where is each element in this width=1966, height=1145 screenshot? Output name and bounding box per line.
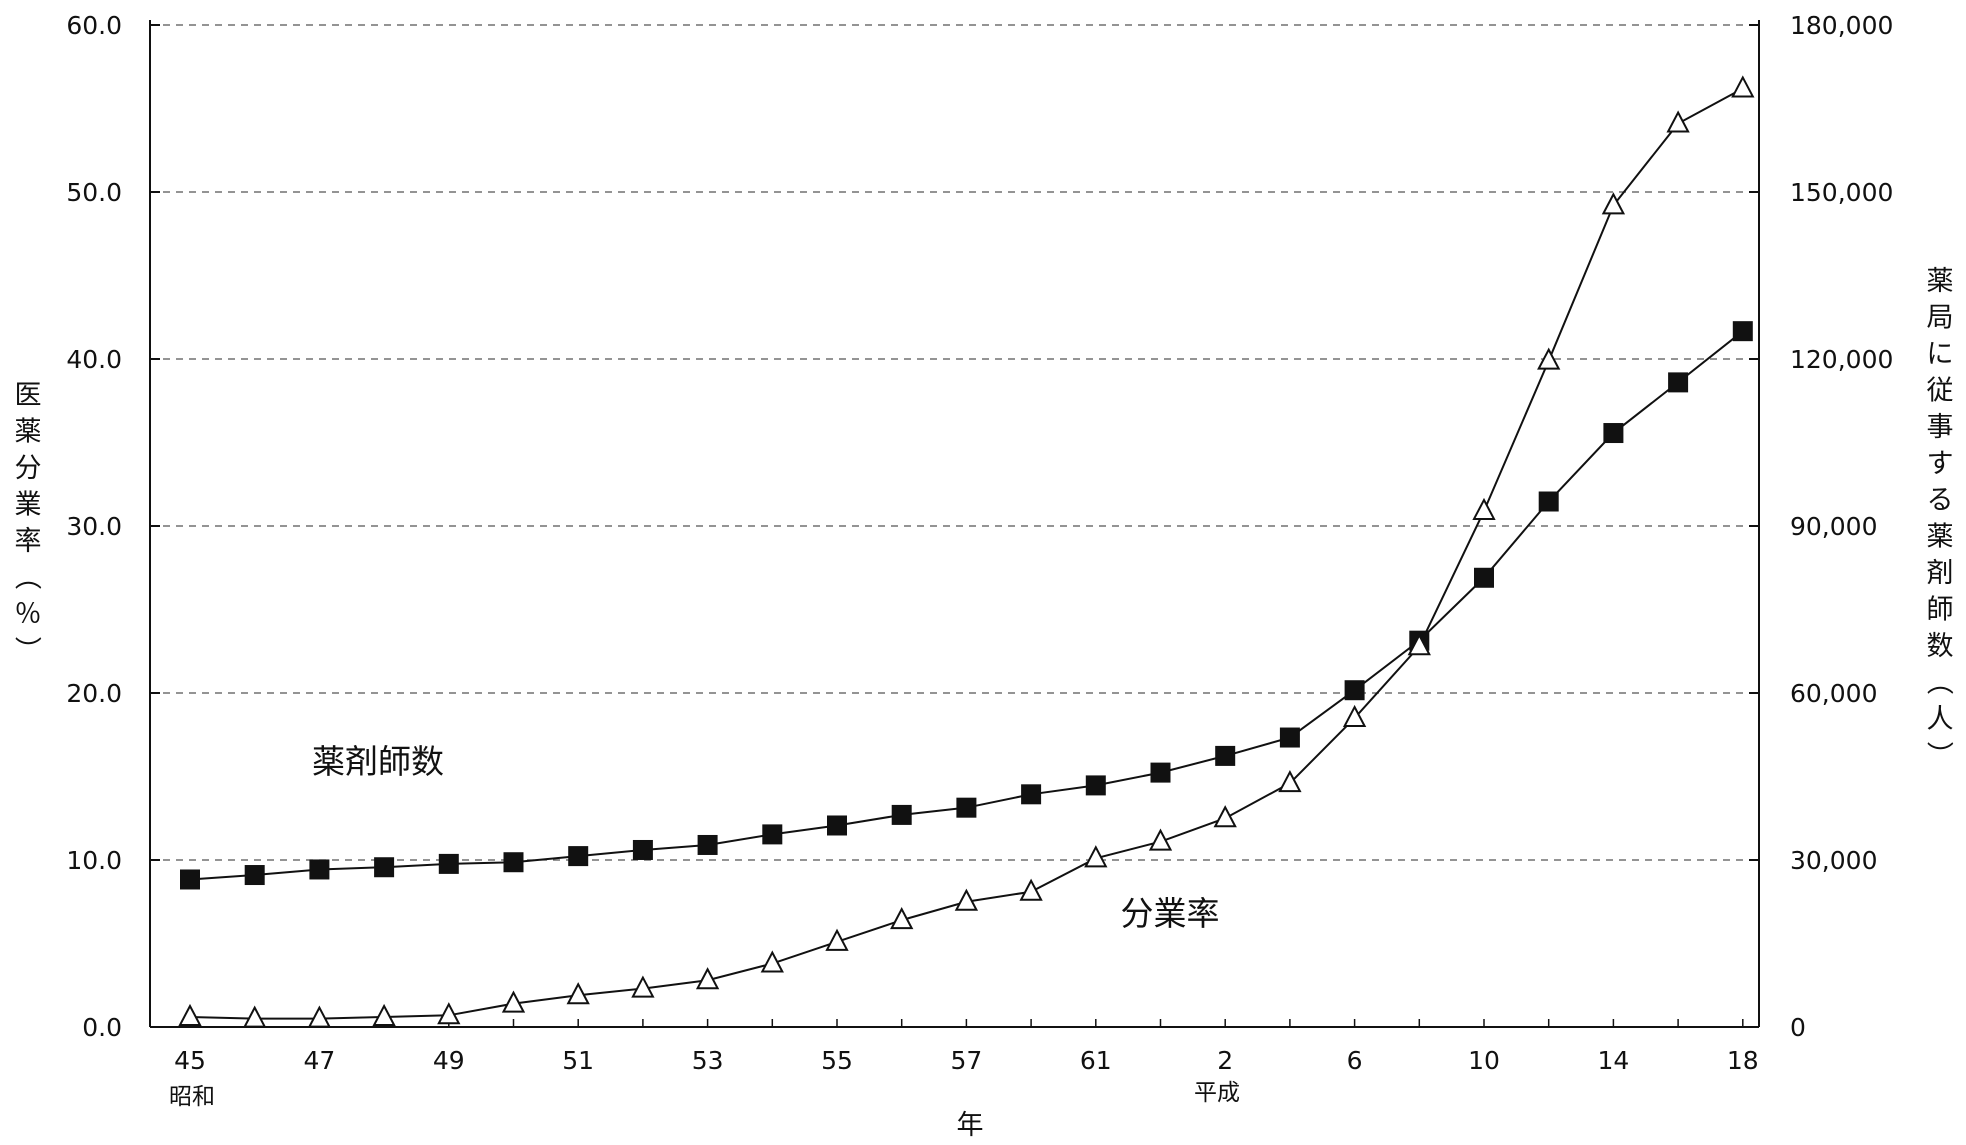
right-axis-title-char: 局	[1927, 303, 1954, 334]
square-marker	[1539, 492, 1559, 512]
left-axis-title-char: 分	[15, 453, 42, 484]
x-tick-label: 57	[950, 1046, 982, 1075]
x-tick-label: 53	[692, 1046, 724, 1075]
right-axis-title-char: 師	[1927, 595, 1954, 626]
square-marker	[245, 865, 265, 885]
right-tick-label: 90,000	[1790, 512, 1877, 541]
left-tick-label: 0.0	[82, 1013, 122, 1042]
square-marker	[1021, 784, 1041, 804]
square-marker	[892, 805, 912, 825]
x-tick-label: 61	[1080, 1046, 1112, 1075]
x-tick-label: 49	[433, 1046, 465, 1075]
axes-layer: 0.0 10.0 20.0 30.0 40.0 50.0 60.0 0 30,000 60,000…	[66, 11, 1893, 1075]
square-marker	[1086, 775, 1106, 795]
left-tick-label: 30.0	[66, 512, 122, 541]
right-tick-label: 180,000	[1790, 11, 1893, 40]
left-axis-title-char: 薬	[15, 417, 42, 448]
x-tick-label: 6	[1347, 1046, 1363, 1075]
series-layer	[180, 77, 1753, 1026]
x-tick-label: 55	[821, 1046, 853, 1075]
triangle-marker	[1474, 500, 1494, 519]
era-label-showa: 昭和	[169, 1084, 215, 1110]
left-axis-title-char: ％	[15, 599, 42, 630]
right-axis-title-char: す	[1927, 449, 1954, 480]
right-tick-label: 150,000	[1790, 178, 1893, 207]
square-marker	[439, 854, 459, 874]
right-tick-label: 30,000	[1790, 846, 1877, 875]
right-axis-title-char: 剤	[1927, 558, 1954, 589]
right-axis-title-char: 従	[1927, 376, 1954, 407]
right-axis-title-char: に	[1927, 339, 1954, 370]
square-marker	[1603, 423, 1623, 443]
square-marker	[1668, 372, 1688, 392]
square-marker	[180, 869, 200, 889]
x-tick-label: 47	[303, 1046, 335, 1075]
right-axis-title-char: （	[1923, 668, 1954, 695]
left-axis-title-char: ）	[11, 636, 42, 663]
square-marker	[568, 846, 588, 866]
square-marker	[827, 815, 847, 835]
left-tick-label: 60.0	[66, 11, 122, 40]
series-line	[190, 331, 1743, 879]
grid-layer	[150, 25, 1759, 860]
series-line	[190, 88, 1743, 1018]
triangle-marker	[1021, 881, 1041, 900]
right-axis-title-char: る	[1927, 485, 1954, 516]
left-tick-label: 10.0	[66, 846, 122, 875]
right-axis-title-char: 人	[1927, 704, 1954, 735]
left-axis-title-char: 業	[15, 490, 42, 521]
square-marker	[698, 835, 718, 855]
right-axis-title-char: 事	[1927, 412, 1954, 443]
right-axis-title-char: ）	[1923, 741, 1954, 768]
right-tick-label: 120,000	[1790, 345, 1893, 374]
x-axis-title: 年	[957, 1110, 984, 1141]
left-tick-label: 20.0	[66, 679, 122, 708]
triangle-marker	[180, 1006, 200, 1025]
right-axis-title-char: 薬	[1927, 522, 1954, 553]
left-tick-label: 40.0	[66, 345, 122, 374]
series-0	[180, 321, 1753, 889]
square-marker	[374, 857, 394, 877]
square-marker	[1280, 728, 1300, 748]
x-tick-label: 2	[1217, 1046, 1233, 1075]
left-axis-title-char: （	[11, 563, 42, 590]
square-marker	[309, 859, 329, 879]
left-tick-label: 50.0	[66, 178, 122, 207]
left-axis-title-char: 医	[15, 380, 42, 411]
square-marker	[633, 840, 653, 860]
square-marker	[1215, 746, 1235, 766]
triangle-marker	[1215, 807, 1235, 826]
right-tick-label: 60,000	[1790, 679, 1877, 708]
era-label-heisei: 平成	[1194, 1080, 1240, 1106]
right-tick-label: 0	[1790, 1013, 1806, 1042]
square-marker	[1474, 568, 1494, 588]
triangle-marker	[1668, 113, 1688, 132]
triangle-marker	[309, 1008, 329, 1027]
x-tick-label: 51	[562, 1046, 594, 1075]
square-marker	[956, 798, 976, 818]
series-label-separation-rate: 分業率	[1121, 894, 1220, 933]
right-axis-title-char: 薬	[1927, 266, 1954, 297]
right-axis-title-char: 数	[1927, 631, 1954, 662]
x-tick-label: 14	[1597, 1046, 1629, 1075]
triangle-marker	[1733, 77, 1753, 96]
x-tick-label: 45	[174, 1046, 206, 1075]
series-label-pharmacists: 薬剤師数	[312, 742, 444, 781]
series-1	[180, 77, 1753, 1026]
square-marker	[1733, 321, 1753, 341]
x-tick-label: 18	[1727, 1046, 1759, 1075]
square-marker	[1345, 680, 1365, 700]
left-axis-title-char: 率	[15, 526, 42, 557]
triangle-marker	[374, 1006, 394, 1025]
triangle-marker	[245, 1008, 265, 1027]
x-tick-label: 10	[1468, 1046, 1500, 1075]
square-marker	[1151, 763, 1171, 783]
square-marker	[504, 852, 524, 872]
square-marker	[762, 824, 782, 844]
